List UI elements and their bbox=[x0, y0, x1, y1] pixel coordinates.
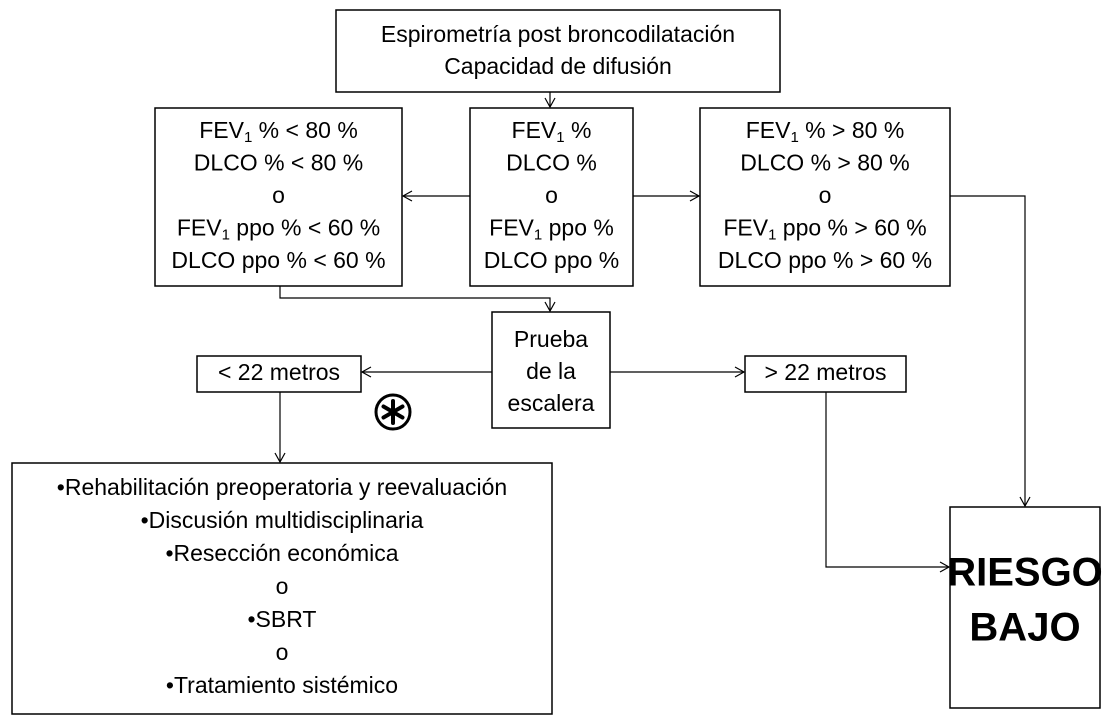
node-box bbox=[699, 107, 951, 287]
text-part: FEV bbox=[489, 215, 534, 241]
node-text: •Resección económica bbox=[165, 540, 398, 566]
node-text: •Tratamiento sistémico bbox=[166, 672, 398, 698]
node-text: FEV1 % > 80 % bbox=[746, 117, 905, 146]
node-text: DLCO ppo % > 60 % bbox=[718, 247, 932, 273]
node-text: DLCO ppo % < 60 % bbox=[171, 247, 385, 273]
text-part: FEV bbox=[746, 117, 791, 143]
node-text: o bbox=[276, 639, 289, 665]
node-box bbox=[744, 355, 907, 393]
node-box bbox=[335, 9, 781, 93]
node-text: o bbox=[819, 182, 832, 208]
text-part: FEV bbox=[177, 215, 222, 241]
subscript: 1 bbox=[790, 129, 798, 146]
text-part: ppo % bbox=[542, 215, 614, 241]
node-box bbox=[949, 506, 1101, 709]
node-text: DLCO % bbox=[506, 150, 597, 176]
text-part: ppo % > 60 % bbox=[776, 215, 926, 241]
node-text: > 22 metros bbox=[764, 359, 886, 385]
node-text: FEV1 ppo % < 60 % bbox=[177, 215, 380, 244]
text-part: FEV bbox=[723, 215, 768, 241]
node-text: FEV1 % bbox=[512, 117, 592, 146]
node-text: •Rehabilitación preoperatoria y reevalua… bbox=[57, 474, 507, 500]
node-text: FEV1 % < 80 % bbox=[199, 117, 358, 146]
node-text: BAJO bbox=[969, 606, 1080, 650]
node-text: FEV1 ppo % > 60 % bbox=[723, 215, 926, 244]
arrow bbox=[950, 195, 1031, 508]
text-part: % > 80 % bbox=[799, 117, 904, 143]
node-box bbox=[196, 355, 362, 393]
subscript: 1 bbox=[768, 226, 776, 243]
node-text: RIESGO bbox=[947, 551, 1103, 595]
node-text: o bbox=[276, 573, 289, 599]
node-box bbox=[491, 311, 611, 429]
boxes: Espirometría post broncodilatación Capaci… bbox=[11, 9, 1103, 715]
asterisk-icon bbox=[374, 393, 412, 431]
node-text: o bbox=[272, 182, 285, 208]
arrow bbox=[279, 286, 556, 313]
node-text: Espirometría post broncodilatación bbox=[381, 21, 735, 47]
node-box bbox=[469, 107, 634, 287]
node-text: DLCO % > 80 % bbox=[740, 150, 909, 176]
text-part: ppo % < 60 % bbox=[230, 215, 380, 241]
subscript: 1 bbox=[222, 226, 230, 243]
node-text: •SBRT bbox=[248, 606, 317, 632]
subscript: 1 bbox=[556, 129, 564, 146]
node-text: •Discusión multidisciplinaria bbox=[141, 507, 424, 533]
node: Prueba de la escalera bbox=[491, 311, 611, 429]
node: > 22 metros bbox=[744, 355, 907, 393]
node-text: de la bbox=[526, 358, 576, 384]
text-part: FEV bbox=[199, 117, 244, 143]
node-text: FEV1 ppo % bbox=[489, 215, 614, 244]
arrow bbox=[825, 392, 951, 573]
node-text: < 22 metros bbox=[218, 359, 340, 385]
node: Espirometría post broncodilatación Capaci… bbox=[335, 9, 781, 93]
arrows bbox=[274, 92, 1031, 573]
text-part: % bbox=[565, 117, 592, 143]
text-part: % < 80 % bbox=[252, 117, 357, 143]
node-box bbox=[154, 107, 403, 287]
node-text: DLCO % < 80 % bbox=[194, 150, 363, 176]
subscript: 1 bbox=[534, 226, 542, 243]
node-box bbox=[11, 462, 553, 715]
node: RIESGO BAJO bbox=[947, 506, 1103, 709]
node-text: Prueba bbox=[514, 326, 588, 352]
text-part: FEV bbox=[512, 117, 557, 143]
node-text: DLCO ppo % bbox=[484, 247, 620, 273]
node-text: Capacidad de difusión bbox=[444, 53, 672, 79]
node: < 22 metros bbox=[196, 355, 362, 393]
node-text: o bbox=[545, 182, 558, 208]
subscript: 1 bbox=[244, 129, 252, 146]
node-text: escalera bbox=[508, 390, 595, 416]
node: •Rehabilitación preoperatoria y reevalua… bbox=[11, 462, 553, 715]
